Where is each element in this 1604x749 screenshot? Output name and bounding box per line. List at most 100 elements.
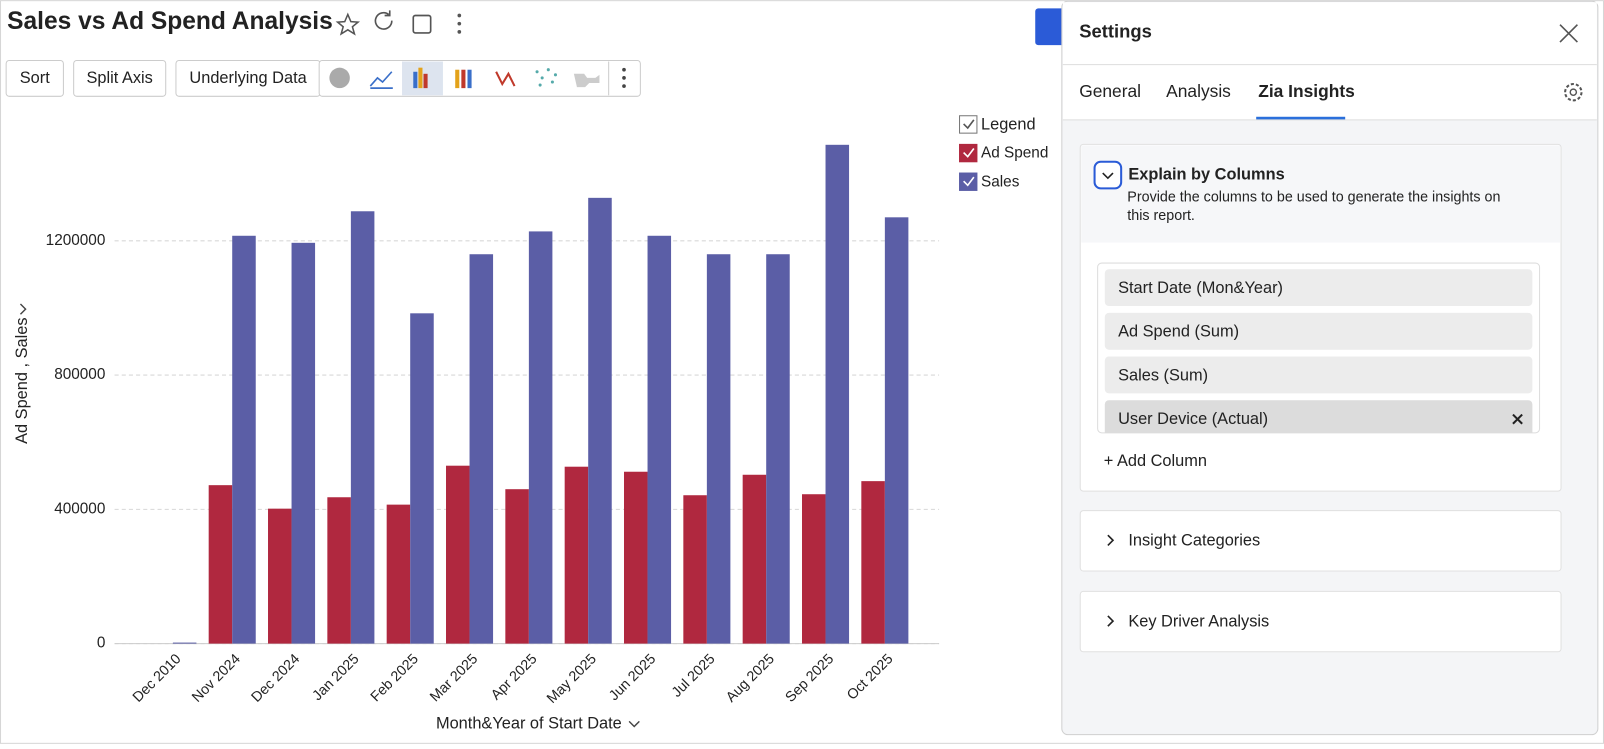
bar — [647, 235, 672, 644]
settings-tab[interactable]: Analysis — [1166, 81, 1231, 101]
section-card[interactable] — [1079, 590, 1562, 653]
toolbar-button[interactable] — [5, 59, 64, 97]
bar — [446, 465, 470, 644]
x-axis-label: Month&Year of Start Date — [436, 715, 622, 733]
x-label-chevron[interactable] — [628, 720, 640, 728]
gear-core — [1569, 88, 1578, 97]
bar — [172, 642, 197, 644]
toolbar-button-label[interactable]: Sort — [20, 69, 50, 87]
column-pill[interactable] — [1104, 312, 1533, 350]
column-pill[interactable] — [1104, 356, 1533, 394]
section-chevron — [1107, 615, 1115, 627]
scatter-icon[interactable] — [535, 70, 539, 74]
remove-icon[interactable] — [1512, 413, 1523, 425]
scatter-icon[interactable] — [553, 73, 558, 77]
more-dot[interactable] — [457, 30, 462, 34]
scatter-icon[interactable] — [550, 80, 554, 84]
bar — [410, 313, 434, 644]
column-pill[interactable] — [1104, 269, 1533, 307]
section-title: Key Driver Analysis — [1128, 612, 1269, 630]
column-pill-label: Sales (Sum) — [1118, 366, 1208, 384]
column-pill-label: Ad Spend (Sum) — [1118, 323, 1239, 341]
bar — [350, 211, 375, 644]
collapse-toggle[interactable] — [1093, 160, 1123, 190]
settings-tab[interactable]: Zia Insights — [1258, 81, 1355, 101]
section-chevron — [1107, 534, 1115, 546]
stack-icon[interactable] — [461, 69, 466, 89]
toolbar-button[interactable] — [73, 59, 167, 97]
chart-type-group — [318, 59, 641, 97]
line-icon[interactable] — [369, 71, 393, 89]
collapse-chevron — [1102, 172, 1114, 180]
close-icon[interactable] — [1559, 24, 1578, 43]
section-title: Insight Categories — [1128, 532, 1260, 550]
bar — [291, 242, 316, 644]
more-dot[interactable] — [457, 21, 462, 26]
bar-icon[interactable] — [418, 67, 423, 89]
scatter-icon[interactable] — [538, 83, 542, 87]
legend-check — [963, 119, 975, 130]
legend-checkbox[interactable] — [959, 143, 978, 163]
legend-checkbox[interactable] — [959, 172, 978, 191]
more-dot[interactable] — [622, 76, 626, 80]
bar — [884, 217, 909, 644]
y-label-chevron[interactable] — [19, 303, 27, 315]
bar — [505, 489, 529, 644]
bar — [232, 235, 256, 644]
explain-title: Explain by Columns — [1128, 165, 1284, 183]
map-icon[interactable] — [573, 73, 600, 88]
scatter-icon[interactable] — [546, 68, 550, 72]
stack-icon[interactable] — [455, 69, 460, 89]
explain-description: this report. — [1127, 208, 1195, 224]
bar — [825, 144, 850, 644]
star-icon[interactable] — [335, 12, 361, 36]
save-icon[interactable] — [412, 14, 432, 34]
settings-top — [1062, 2, 1597, 120]
bar — [327, 497, 351, 644]
column-pill-label: Start Date (Mon&Year) — [1118, 279, 1283, 297]
settings-title: Settings — [1079, 21, 1152, 42]
bar — [469, 254, 494, 644]
legend-checkbox[interactable] — [959, 115, 978, 134]
explain-description: Provide the columns to be used to genera… — [1127, 189, 1500, 205]
bar — [683, 495, 707, 644]
y-axis-label: Ad Spend , Sales — [13, 317, 31, 443]
bar — [386, 504, 411, 644]
more-dot[interactable] — [622, 67, 626, 72]
combo-icon[interactable] — [495, 71, 516, 87]
toolbar-button-label[interactable]: Underlying Data — [189, 69, 307, 87]
toolbar-button-label[interactable]: Split Axis — [86, 69, 152, 87]
pie-icon[interactable] — [329, 67, 350, 89]
y-tick-label: 800000 — [54, 366, 105, 383]
settings-tab[interactable]: General — [1079, 81, 1141, 101]
section-card[interactable] — [1079, 510, 1562, 572]
bar — [802, 494, 826, 644]
add-column-link[interactable]: + Add Column — [1104, 452, 1207, 470]
bar — [588, 197, 612, 644]
legend-entry[interactable]: Sales — [981, 173, 1020, 190]
active-tab-underline — [1256, 116, 1346, 120]
bar-icon[interactable] — [423, 73, 428, 89]
refresh-icon[interactable] — [374, 10, 393, 30]
columns-list: Start Date (Mon&Year) Ad Spend (Sum) Sales… — [1104, 269, 1533, 437]
bar — [742, 474, 767, 644]
legend-title: Legend — [981, 115, 1036, 133]
y-tick-label: 1200000 — [46, 232, 106, 249]
more-dot[interactable] — [457, 13, 462, 18]
bar — [766, 254, 790, 644]
scatter-icon[interactable] — [540, 76, 544, 80]
bar — [624, 471, 648, 644]
legend-entry[interactable]: Ad Spend — [981, 145, 1048, 162]
bar — [528, 231, 553, 644]
y-tick-label: 400000 — [54, 500, 105, 517]
column-pill[interactable] — [1104, 400, 1533, 437]
bar-icon[interactable] — [413, 71, 418, 89]
more-dot[interactable] — [622, 84, 626, 88]
bar — [208, 485, 233, 644]
bar — [564, 466, 589, 644]
gear-icon[interactable] — [1564, 83, 1583, 102]
stack-icon[interactable] — [467, 69, 472, 89]
column-pill-label: User Device (Actual) — [1118, 410, 1268, 428]
page-title: Sales vs Ad Spend Analysis — [7, 8, 333, 35]
